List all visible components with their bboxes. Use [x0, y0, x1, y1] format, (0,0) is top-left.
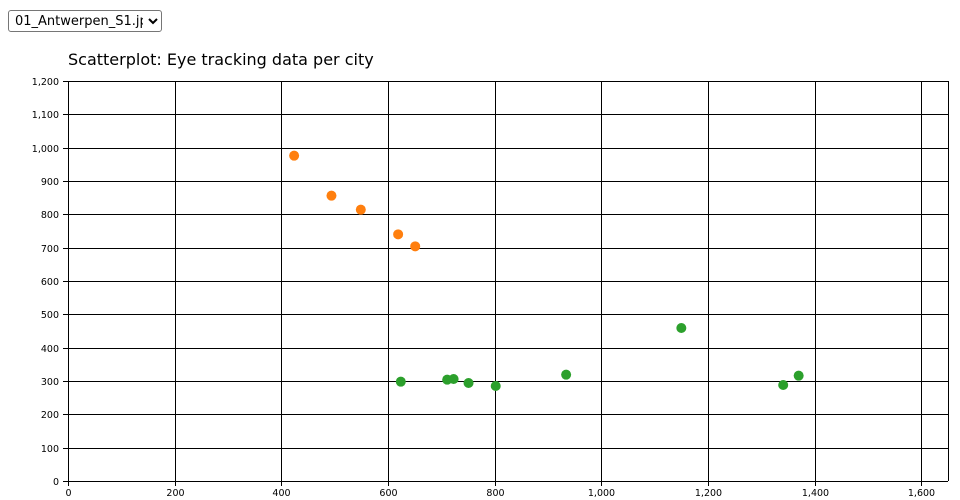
y-tick-labels: 0 100 200 300 400 500 600 700 800 900 1,000 1,100 1,… — [32, 77, 59, 488]
y-tick-label: 400 — [41, 344, 59, 355]
data-point — [561, 369, 572, 380]
y-tick-label: 1,200 — [32, 77, 59, 88]
data-point — [326, 190, 337, 201]
data-point — [395, 376, 406, 387]
y-tick-label: 0 — [53, 477, 59, 488]
data-point — [448, 374, 459, 384]
x-tick-label: 0 — [65, 488, 71, 499]
data-point — [793, 370, 804, 381]
y-tick-label: 200 — [41, 410, 59, 421]
y-tick-label: 500 — [41, 310, 59, 321]
y-tick-label: 800 — [41, 210, 59, 221]
x-tick-labels: 0 200 400 600 800 1,000 1,200 1,400 1,600 — [65, 488, 935, 499]
y-tick-label: 300 — [41, 377, 59, 388]
chart-title: Scatterplot: Eye tracking data per city — [68, 50, 374, 69]
data-point — [676, 323, 687, 333]
x-tick-label: 400 — [272, 488, 290, 499]
x-tick-label: 1,400 — [802, 488, 829, 499]
data-points — [289, 150, 804, 391]
data-point — [289, 150, 300, 161]
data-point — [410, 241, 421, 252]
x-tick-label: 200 — [166, 488, 184, 499]
x-tick-label: 1,200 — [695, 488, 722, 499]
y-tick-label: 700 — [41, 244, 59, 255]
grid-lines — [68, 81, 948, 482]
x-tick-label: 1,000 — [588, 488, 615, 499]
data-point — [463, 378, 474, 388]
data-point — [355, 204, 366, 215]
y-tick-label: 600 — [41, 277, 59, 288]
y-tick-label: 1,000 — [32, 144, 59, 155]
axes — [63, 81, 949, 486]
data-point — [490, 381, 501, 391]
x-tick-label: 1,600 — [908, 488, 935, 499]
data-point — [393, 229, 404, 240]
data-point — [778, 380, 789, 390]
x-tick-label: 800 — [486, 488, 504, 499]
y-tick-label: 1,100 — [32, 110, 59, 121]
y-tick-label: 100 — [41, 444, 59, 455]
file-select[interactable]: 01_Antwerpen_S1.jpg — [8, 10, 162, 32]
y-tick-label: 900 — [41, 177, 59, 188]
x-tick-label: 600 — [379, 488, 397, 499]
